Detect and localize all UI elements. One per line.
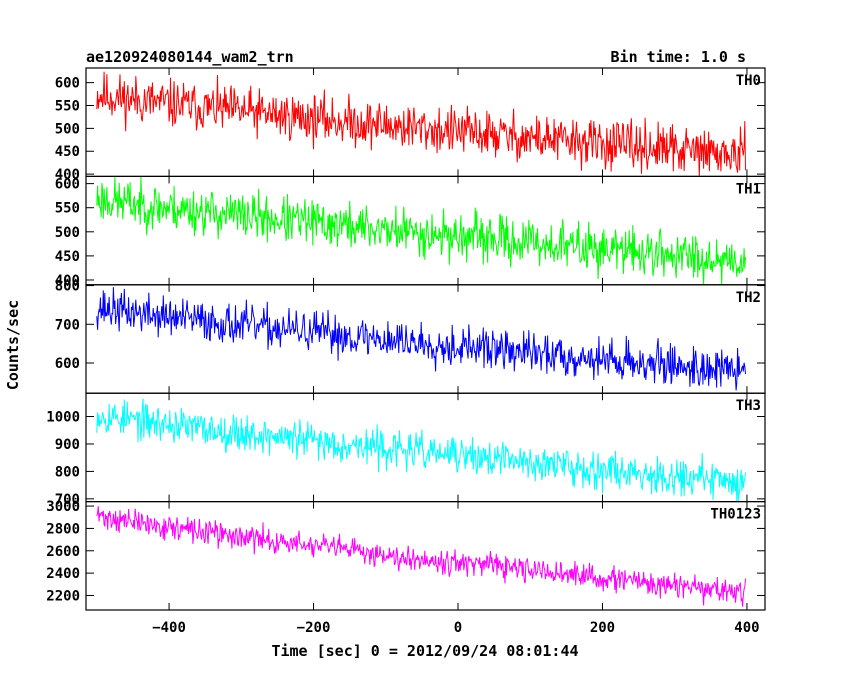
panel-frame xyxy=(85,67,766,178)
y-tick-label: 700 xyxy=(55,492,80,508)
x-tick-label: −400 xyxy=(152,620,186,636)
y-tick-label: 2400 xyxy=(46,566,80,582)
x-tick-label: 200 xyxy=(590,620,615,636)
y-tick-label: 3000 xyxy=(46,499,80,515)
panel-th0123: 2200 2400 2600 2800 3000 TH0123 xyxy=(46,499,766,611)
y-axis-label: Counts/sec xyxy=(4,300,22,390)
series-line-th1 xyxy=(96,176,746,285)
y-tick-label: 600 xyxy=(55,177,80,193)
panel-frame xyxy=(85,392,766,503)
x-tick-label: 400 xyxy=(734,620,759,636)
y-tick-label: 1000 xyxy=(46,410,80,426)
panel-th3: 700 800 900 1000 TH3 xyxy=(46,392,766,508)
panel-label: TH2 xyxy=(736,290,761,306)
series-line-th0 xyxy=(96,71,746,177)
panel-frame xyxy=(85,284,766,394)
x-axis-label: Time [sec] 0 = 2012/09/24 08:01:44 xyxy=(271,642,578,660)
series-line-th0123 xyxy=(96,506,746,607)
y-tick-label: 550 xyxy=(55,99,80,115)
panel-frame xyxy=(85,501,766,611)
panel-th2: 600 700 800 TH2 xyxy=(55,279,766,394)
y-tick-label: 550 xyxy=(55,201,80,217)
panel-label: TH0123 xyxy=(710,507,761,523)
y-tick-label: 800 xyxy=(55,464,80,480)
series-line-th2 xyxy=(96,287,746,391)
y-tick-label: 500 xyxy=(55,121,80,137)
y-tick-label: 800 xyxy=(55,279,80,295)
panel-label: TH1 xyxy=(736,181,761,197)
y-tick-label: 2200 xyxy=(46,588,80,604)
y-tick-label: 2800 xyxy=(46,521,80,537)
panel-th1: 400 450 500 550 600 TH1 xyxy=(55,175,766,289)
y-tick-label: 900 xyxy=(55,437,80,453)
y-tick-label: 600 xyxy=(55,356,80,372)
y-tick-label: 500 xyxy=(55,225,80,241)
y-tick-label: 700 xyxy=(55,317,80,333)
bin-time-label: Bin time: 1.0 s xyxy=(611,48,746,66)
y-tick-label: 400 xyxy=(55,273,80,289)
figure-title: ae120924080144_wam2_trn xyxy=(86,48,294,66)
panels-group: 400 450 500 550 600 TH0 400 450 500 550 600 TH1 600 7… xyxy=(46,67,766,636)
y-tick-label: 450 xyxy=(55,249,80,265)
x-tick-label: −200 xyxy=(297,620,331,636)
series-line-th3 xyxy=(96,398,746,502)
panel-th0: 400 450 500 550 600 TH0 xyxy=(55,67,766,183)
x-tick-label: 0 xyxy=(454,620,462,636)
panel-label: TH3 xyxy=(736,398,761,414)
panel-label: TH0 xyxy=(736,73,761,89)
y-tick-label: 2600 xyxy=(46,544,80,560)
y-tick-label: 400 xyxy=(55,167,80,183)
y-tick-label: 450 xyxy=(55,144,80,160)
y-tick-label: 600 xyxy=(55,76,80,92)
